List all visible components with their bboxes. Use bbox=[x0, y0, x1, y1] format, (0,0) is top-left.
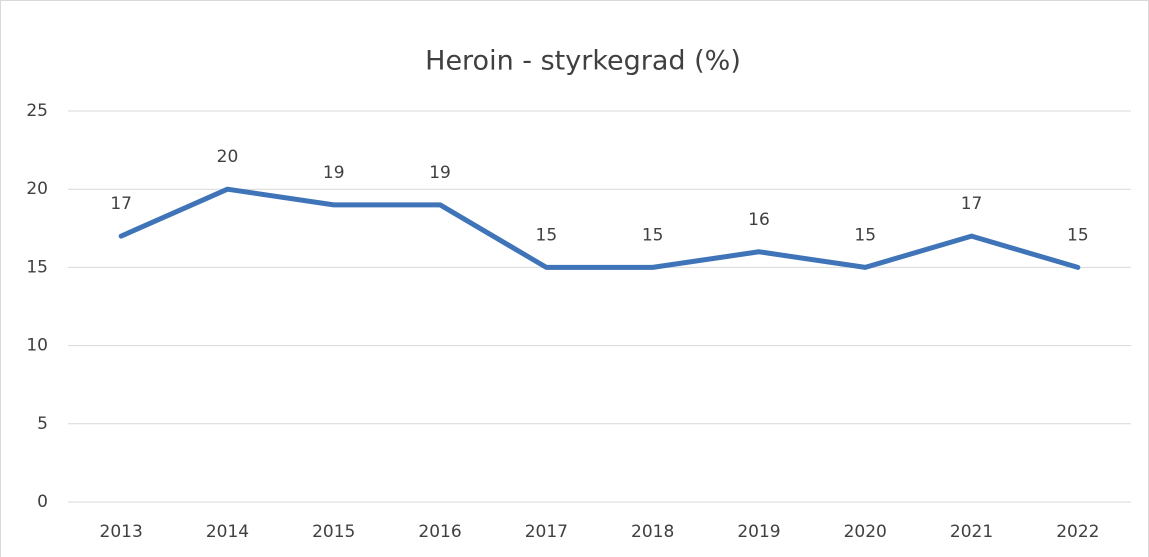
x-tick-label: 2020 bbox=[844, 522, 887, 542]
x-tick-label: 2022 bbox=[1056, 522, 1099, 542]
data-label: 15 bbox=[642, 225, 664, 245]
x-tick-label: 2016 bbox=[418, 522, 461, 542]
chart-title: Heroin - styrkegrad (%) bbox=[425, 46, 741, 77]
x-tick-label: 2019 bbox=[737, 522, 780, 542]
y-tick-label: 10 bbox=[26, 336, 48, 356]
x-tick-label: 2018 bbox=[631, 522, 674, 542]
data-label: 17 bbox=[961, 194, 983, 214]
data-line bbox=[118, 186, 1081, 270]
y-tick-label: 25 bbox=[26, 101, 48, 121]
x-tick-label: 2013 bbox=[100, 522, 143, 542]
y-tick-label: 15 bbox=[26, 257, 48, 277]
data-label: 16 bbox=[748, 210, 770, 230]
x-tick-label: 2014 bbox=[206, 522, 249, 542]
y-tick-label: 5 bbox=[37, 414, 48, 434]
y-tick-label: 0 bbox=[37, 492, 48, 512]
x-tick-label: 2017 bbox=[525, 522, 568, 542]
data-label: 17 bbox=[110, 194, 132, 214]
data-label: 15 bbox=[1067, 225, 1089, 245]
data-label: 19 bbox=[429, 163, 451, 183]
x-tick-label: 2015 bbox=[312, 522, 355, 542]
data-label: 15 bbox=[854, 225, 876, 245]
data-label: 15 bbox=[536, 225, 558, 245]
data-label: 19 bbox=[323, 163, 345, 183]
data-label: 20 bbox=[217, 147, 239, 167]
x-tick-label: 2021 bbox=[950, 522, 993, 542]
y-tick-label: 20 bbox=[26, 179, 48, 199]
